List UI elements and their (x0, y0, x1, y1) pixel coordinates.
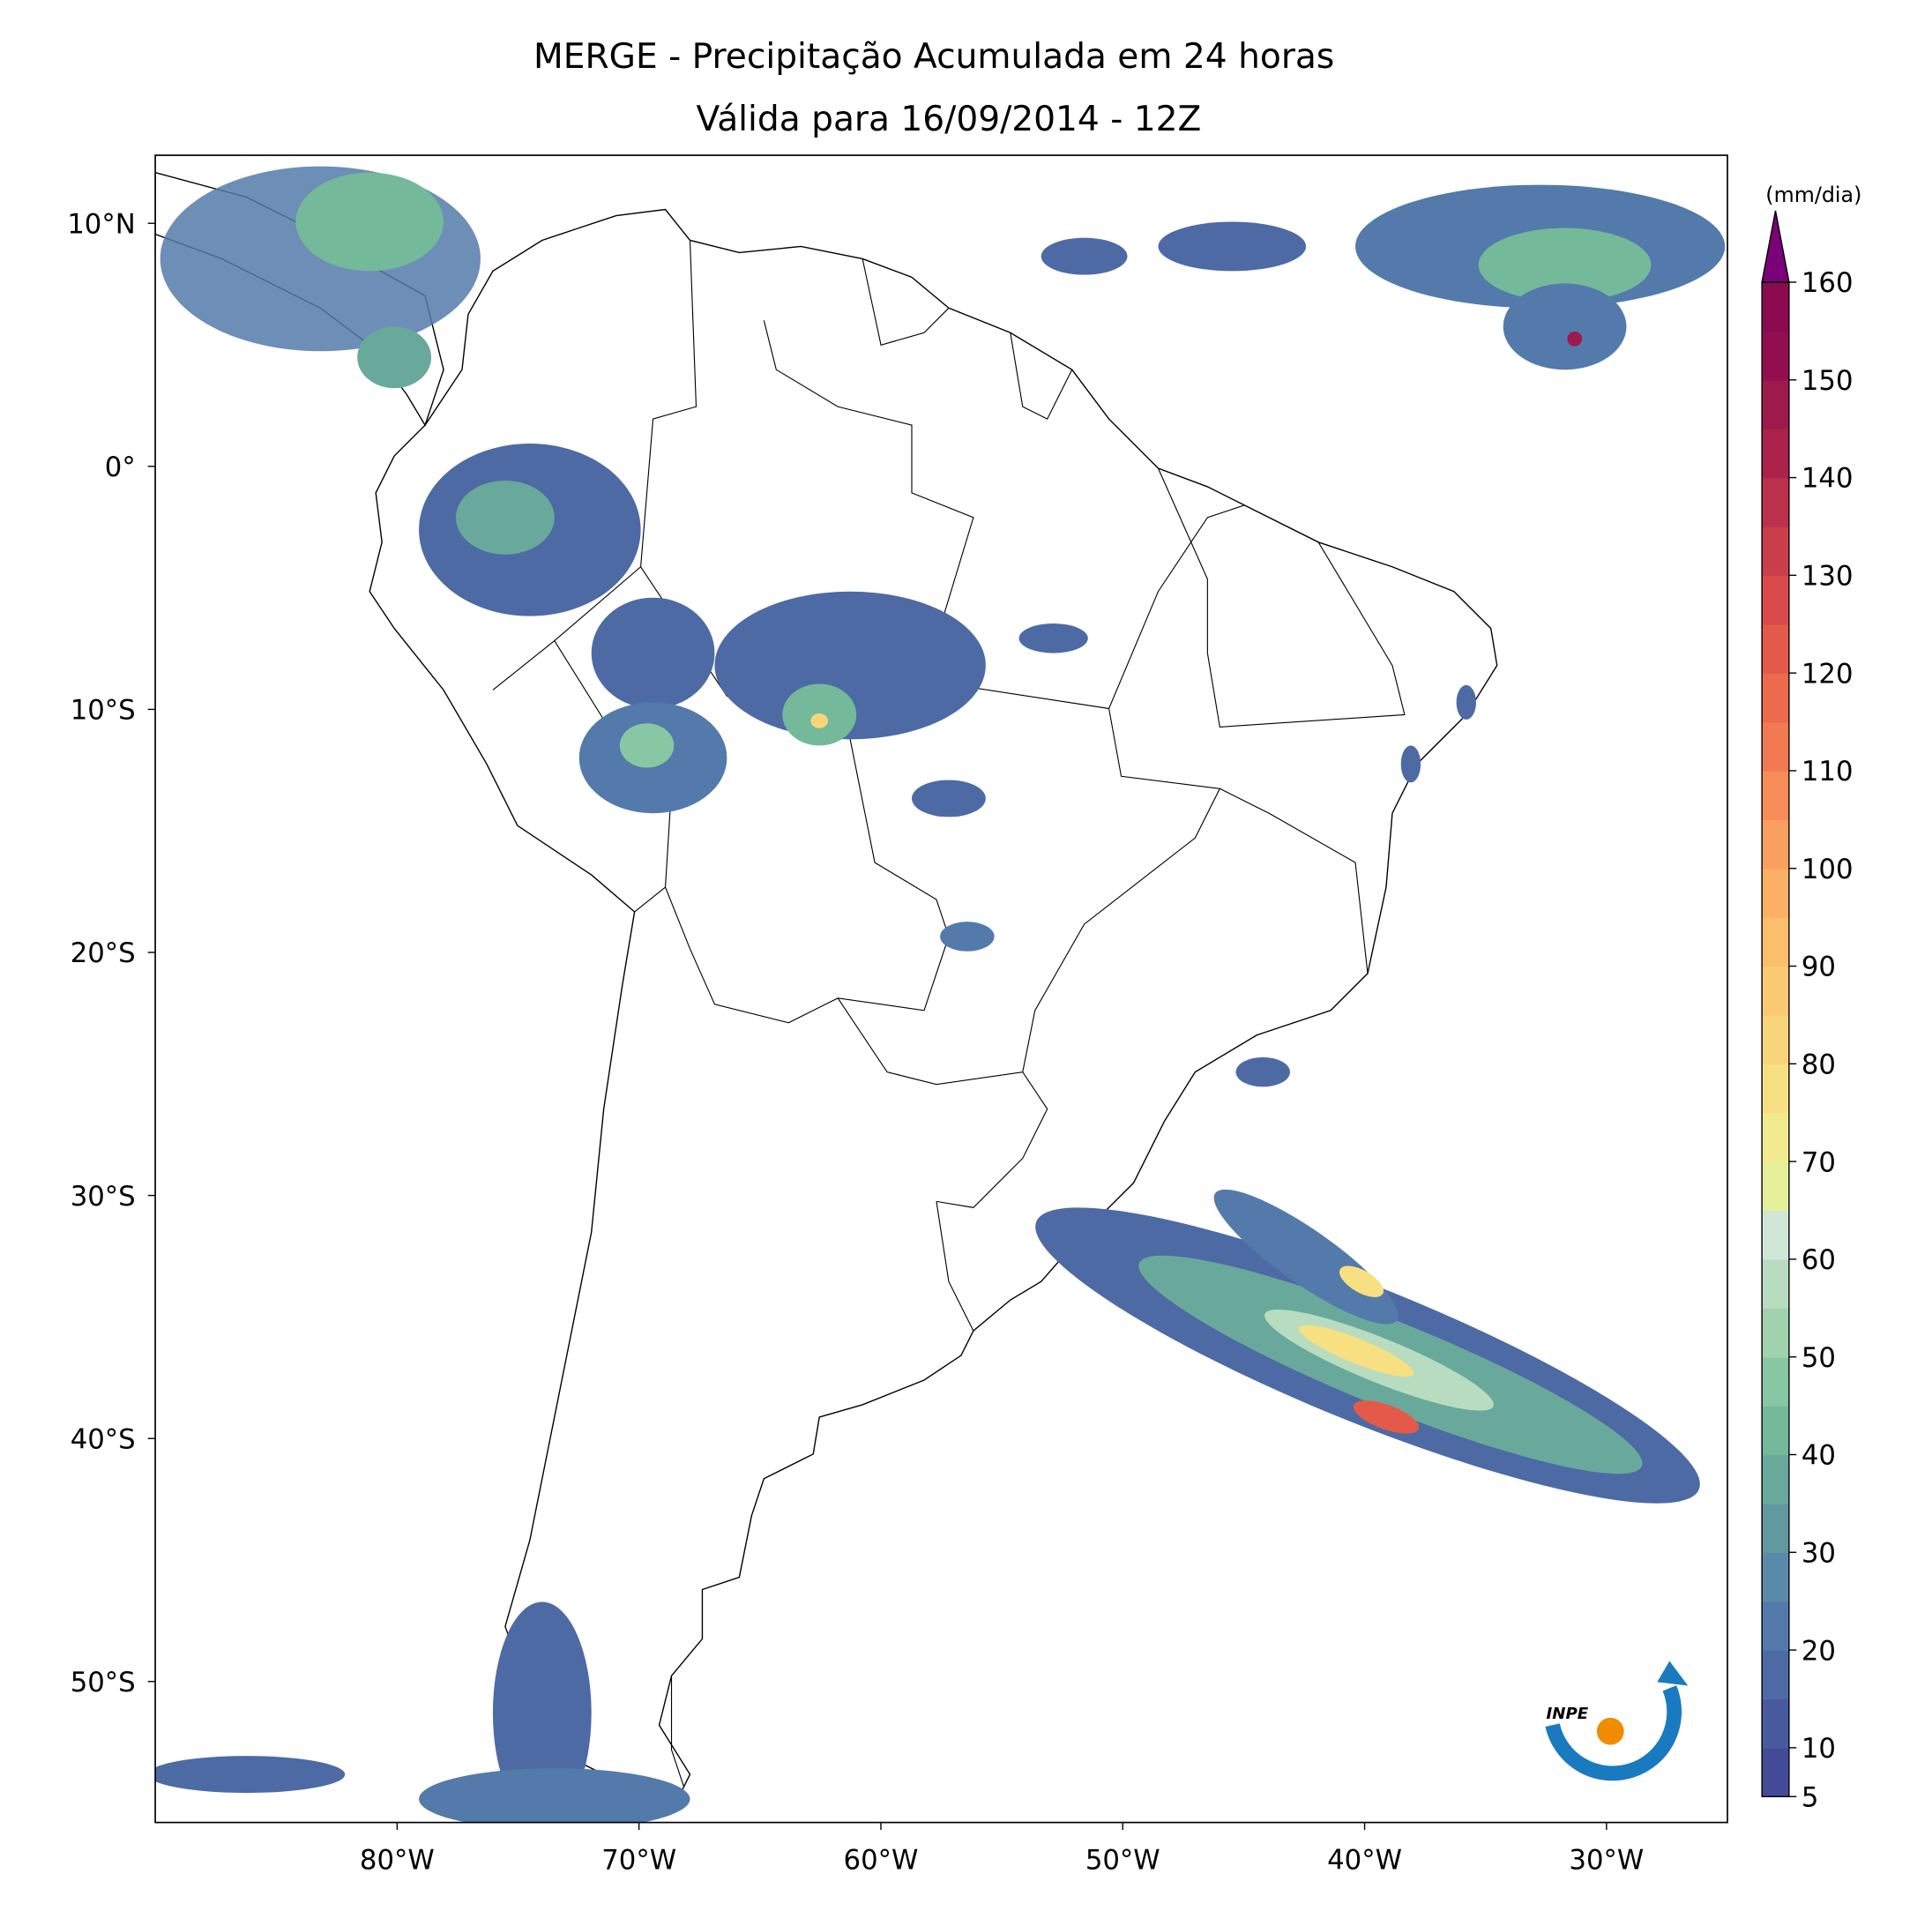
colorbar-tick-label: 130 (1801, 561, 1854, 593)
x-tick-label: 80°W (360, 1845, 435, 1877)
colorbar-tick-label: 5 (1801, 1781, 1819, 1813)
inpe-logo: INPE (1545, 1661, 1689, 1781)
precipitation (155, 166, 1726, 1823)
colorbar-tick-label: 120 (1801, 658, 1854, 690)
colorbar-band (1762, 575, 1789, 625)
colorbar-band (1762, 281, 1789, 332)
colorbar-tick-label: 80 (1801, 1049, 1836, 1080)
colorbar-band (1762, 770, 1789, 821)
colorbar-band (1762, 477, 1789, 527)
colorbar-band (1762, 379, 1789, 429)
colorbar-band (1762, 1503, 1789, 1553)
x-tick-label: 30°W (1569, 1845, 1644, 1877)
subtitle: Válida para 16/09/2014 - 12Z (696, 100, 1201, 139)
x-tick-label: 70°W (601, 1845, 676, 1877)
title: MERGE - Precipitação Acumulada em 24 hor… (533, 37, 1334, 77)
colorbar-tick-label: 40 (1801, 1440, 1836, 1472)
colorbar-band (1762, 868, 1789, 918)
colorbar-tick-label: 30 (1801, 1537, 1836, 1569)
colorbar-band (1762, 1552, 1789, 1602)
colorbar-band (1762, 1454, 1789, 1504)
colorbar-tick-label: 50 (1801, 1342, 1836, 1374)
y-tick-label: 10°S (71, 695, 136, 727)
colorbar-unit: (mm/dia) (1765, 183, 1861, 207)
colorbar-band (1762, 966, 1789, 1016)
colorbar-band (1762, 1747, 1789, 1797)
y-tick-label: 20°S (71, 937, 136, 969)
colorbar-band (1762, 331, 1789, 381)
colorbar-tick-label: 90 (1801, 952, 1836, 983)
colorbar-band (1762, 429, 1789, 479)
colorbar-tick-label: 150 (1801, 365, 1854, 397)
colorbar-band (1762, 721, 1789, 772)
colorbar-band (1762, 623, 1789, 674)
colorbar-band (1762, 1601, 1789, 1651)
colorbar-band (1762, 1356, 1789, 1407)
colorbar-tick-label: 100 (1801, 854, 1854, 885)
map-area: INPE (155, 166, 1726, 1823)
colorbar-band (1762, 917, 1789, 967)
colorbar-tick-label: 140 (1801, 463, 1854, 495)
colorbar-band (1762, 673, 1789, 723)
colorbar-tick-label: 70 (1801, 1146, 1836, 1178)
colorbar-tick-label: 160 (1801, 267, 1854, 299)
colorbar-band (1762, 1308, 1789, 1358)
map-frame (154, 154, 1728, 1824)
y-tick-label: 40°S (71, 1423, 136, 1455)
colorbar-band (1762, 1112, 1789, 1162)
colorbar-tick-label: 20 (1801, 1635, 1836, 1667)
figure-content: MERGE - Precipitação Acumulada em 24 hor… (67, 37, 1861, 1877)
colorbar-band (1762, 1064, 1789, 1114)
y-tick-label: 30°S (71, 1181, 136, 1213)
y-tick-label: 10°N (67, 208, 135, 240)
colorbar-band (1762, 1014, 1789, 1065)
colorbar-band (1762, 1210, 1789, 1260)
colorbar-band (1762, 819, 1789, 870)
x-tick-label: 60°W (844, 1845, 919, 1877)
colorbar-tick-label: 10 (1801, 1733, 1836, 1765)
country-borders (492, 240, 1406, 1788)
colorbar-band (1762, 1650, 1789, 1700)
colorbar-frame (1761, 281, 1790, 1797)
x-tick-label: 40°W (1327, 1845, 1402, 1877)
y-tick-label: 50°S (71, 1667, 136, 1698)
logo-text: INPE (1547, 1705, 1589, 1723)
colorbar-tick-label: 110 (1801, 756, 1854, 788)
colorbar-band (1762, 1406, 1789, 1456)
colorbar-tick-label: 60 (1801, 1244, 1836, 1276)
x-tick-label: 50°W (1085, 1845, 1160, 1877)
colorbar-band (1762, 526, 1789, 577)
colorbar-band (1762, 1161, 1789, 1212)
colorbar-extend (1761, 210, 1790, 283)
y-tick-label: 0° (105, 452, 136, 483)
colorbar-band (1762, 1258, 1789, 1310)
colorbar-band (1762, 1698, 1789, 1749)
